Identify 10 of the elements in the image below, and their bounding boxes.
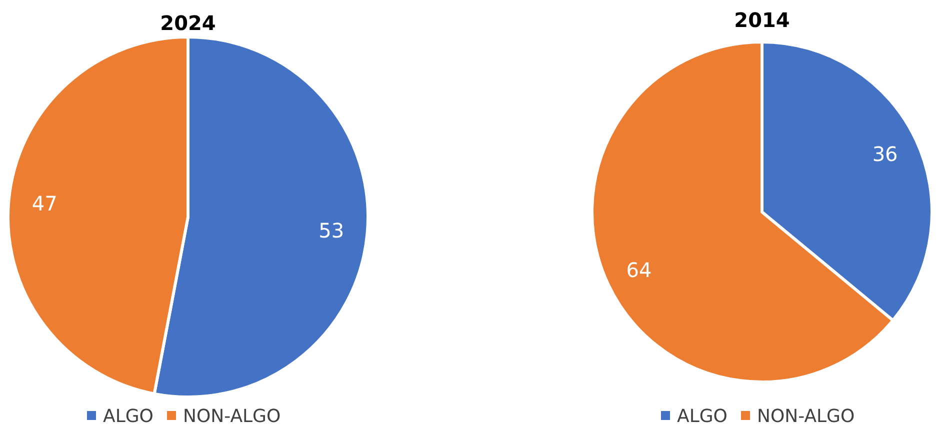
data-label: 53 <box>318 218 344 243</box>
chart-title: 2024 <box>160 11 216 35</box>
legend-label: NON-ALGO <box>183 406 281 427</box>
legend-label: ALGO <box>103 406 154 427</box>
legend-label: ALGO <box>677 406 728 427</box>
legend-label: NON-ALGO <box>757 406 855 427</box>
data-label: 47 <box>32 191 58 216</box>
chart-title: 2014 <box>734 8 790 32</box>
data-label: 64 <box>626 258 652 282</box>
data-label: 36 <box>872 142 898 166</box>
